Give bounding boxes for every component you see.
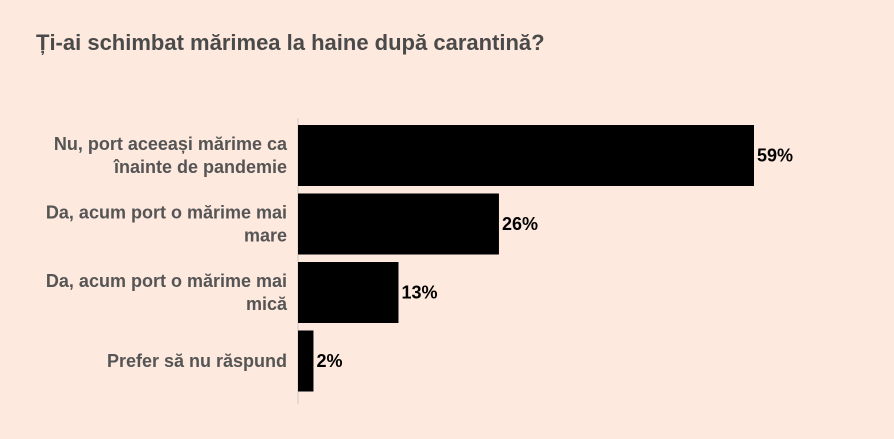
bar-3 [298,330,314,392]
value-label-0: 59% [757,146,793,166]
bars-group [298,125,754,392]
value-label-2: 13% [401,283,437,303]
chart-title: Ți-ai schimbat mărimea la haine după car… [36,30,545,55]
category-label-1: Da, acum port o mărime mai mare [46,203,287,246]
value-label-1: 26% [502,214,538,234]
bar-1 [298,193,499,255]
value-label-3: 2% [316,351,342,371]
value-labels-group: 59% 26% 13% 2% [316,146,793,372]
category-label-2: Da, acum port o mărime mai mică [46,271,288,314]
category-labels-group: Nu, port aceeași mărime ca înainte de pan… [46,134,288,371]
bar-0 [298,125,754,186]
category-label-3: Prefer să nu răspund [107,351,287,371]
category-label-0: Nu, port aceeași mărime ca înainte de pan… [54,134,288,177]
bar-2 [298,262,399,323]
